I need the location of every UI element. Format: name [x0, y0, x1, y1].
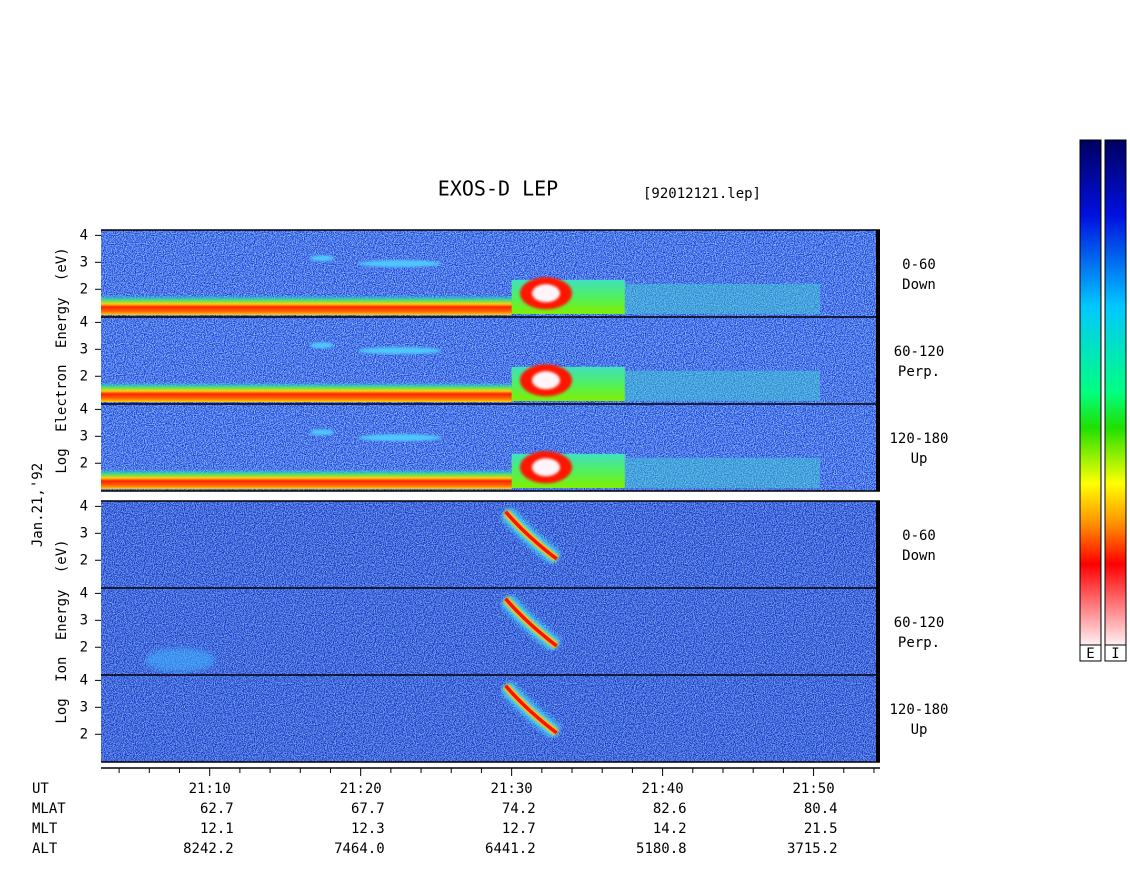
panel-label: Down [902, 548, 936, 564]
ephemeris-name: MLT [32, 821, 58, 837]
y-tick-label: 3 [80, 525, 88, 541]
chart-subtitle: [92012121.lep] [643, 186, 761, 202]
ephemeris-value: 8242.2 [183, 841, 234, 857]
y-tick-label: 2 [80, 726, 88, 742]
spectrum-peak [532, 371, 560, 390]
y-tick-label: 3 [80, 699, 88, 715]
panel-label: Up [911, 451, 928, 467]
spectrum-peak [532, 458, 560, 477]
x-tick-label: 21:50 [792, 781, 834, 797]
panel-label: 120-180 [889, 431, 948, 447]
y-tick-label: 4 [80, 672, 88, 688]
y-tick-label: 3 [80, 254, 88, 270]
spectrum-band [101, 295, 512, 315]
ephemeris-value: 67.7 [351, 801, 385, 817]
ephemeris-value: 82.6 [653, 801, 687, 817]
spectrum-streak [358, 260, 442, 268]
y-tick-label: 3 [80, 428, 88, 444]
panel-label: Up [911, 722, 928, 738]
x-tick-label: 21:30 [491, 781, 533, 797]
spectrum-streak [310, 255, 334, 262]
y-tick-label: 4 [80, 498, 88, 514]
spectrum-streak [504, 510, 558, 561]
colorbar-label: E [1086, 646, 1094, 662]
ephemeris-value: 6441.2 [485, 841, 536, 857]
panel-edge [876, 230, 880, 491]
panel-label: 0-60 [902, 528, 936, 544]
spectrum-band [101, 469, 512, 489]
panel-edge [876, 501, 880, 762]
spectrum-streak [358, 347, 442, 355]
ephemeris-value: 80.4 [804, 801, 838, 817]
chart-title: EXOS-D LEP [438, 177, 558, 201]
panel-label: Perp. [898, 635, 940, 651]
ephemeris-value: 5180.8 [636, 841, 687, 857]
ephemeris-value: 7464.0 [334, 841, 385, 857]
panel-label: Perp. [898, 364, 940, 380]
y-tick-label: 4 [80, 401, 88, 417]
spectrum-band [101, 382, 512, 402]
spectrum-streak [358, 434, 442, 442]
spectrum-burst [624, 370, 820, 401]
x-tick-label: 21:10 [189, 781, 231, 797]
ephemeris-value: 12.3 [351, 821, 385, 837]
spectrum-noise [101, 675, 880, 762]
y-axis-label: Log Electron Energy (eV) [54, 247, 70, 473]
panel-label: 60-120 [894, 344, 945, 360]
ephemeris-value: 21.5 [804, 821, 838, 837]
ephemeris-value: 12.7 [502, 821, 536, 837]
colorbar-label-box [1079, 644, 1102, 662]
date-label: Jan.21,'92 [30, 463, 46, 547]
ut-label: UT [32, 781, 49, 797]
panel-label: 60-120 [894, 615, 945, 631]
spectrum-streak [310, 342, 334, 349]
spectrum-streak [504, 684, 558, 735]
y-tick-label: 2 [80, 368, 88, 384]
colorbar [1079, 139, 1102, 646]
ephemeris-value: 62.7 [200, 801, 234, 817]
ephemeris-name: ALT [32, 841, 58, 857]
panel-label: 120-180 [889, 702, 948, 718]
y-tick-label: 3 [80, 612, 88, 628]
y-tick-label: 4 [80, 314, 88, 330]
y-tick-label: 4 [80, 585, 88, 601]
spectrum-streak [310, 429, 334, 436]
y-tick-label: 2 [80, 552, 88, 568]
spectrum-burst [624, 457, 820, 488]
panel-label: 0-60 [902, 257, 936, 273]
x-tick-label: 21:20 [340, 781, 382, 797]
spectrum-glow [145, 648, 215, 672]
panel-label: Down [902, 277, 936, 293]
ephemeris-name: MLAT [32, 801, 66, 817]
y-tick-label: 2 [80, 639, 88, 655]
spectrum-streak [504, 597, 558, 648]
ephemeris-value: 14.2 [653, 821, 687, 837]
y-tick-label: 2 [80, 281, 88, 297]
ephemeris-value: 12.1 [200, 821, 234, 837]
spectrum-noise [101, 588, 880, 675]
colorbar-label: I [1111, 646, 1119, 662]
ephemeris-value: 74.2 [502, 801, 536, 817]
spectrum-peak [532, 284, 560, 303]
y-axis-label: Log Ion Energy (eV) [54, 539, 70, 723]
spectrum-burst [624, 283, 820, 314]
y-tick-label: 4 [80, 227, 88, 243]
y-tick-label: 2 [80, 455, 88, 471]
x-tick-label: 21:40 [642, 781, 684, 797]
colorbar [1104, 139, 1127, 646]
spectrum-noise [101, 501, 880, 588]
y-tick-label: 3 [80, 341, 88, 357]
colorbar-label-box [1104, 644, 1127, 662]
ephemeris-value: 3715.2 [787, 841, 838, 857]
